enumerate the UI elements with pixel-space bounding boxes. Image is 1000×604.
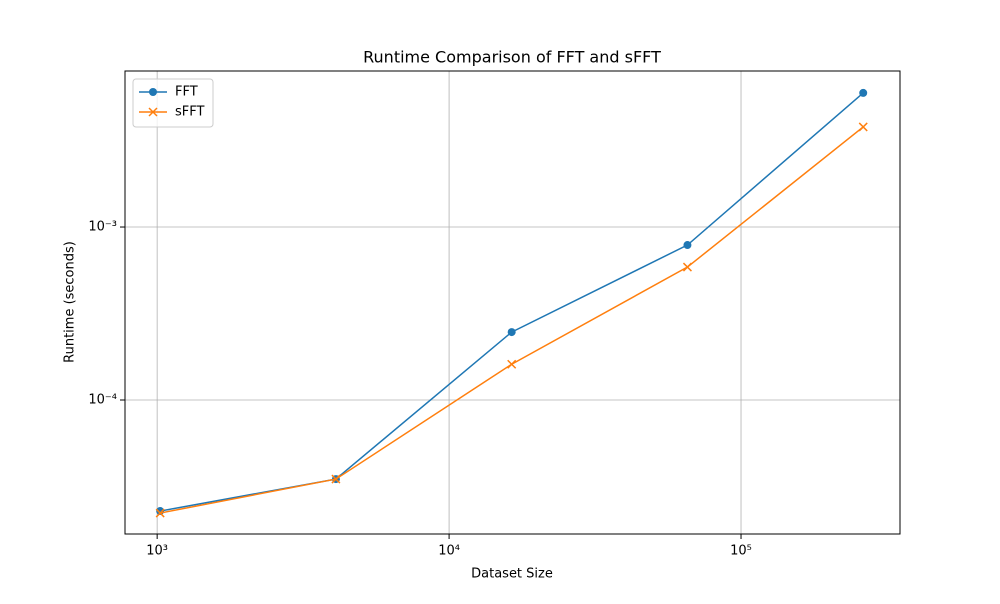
marker xyxy=(507,359,517,369)
chart-title: Runtime Comparison of FFT and sFFT xyxy=(363,48,661,67)
legend-box xyxy=(132,78,214,128)
legend-label: FFT xyxy=(175,85,198,100)
marker xyxy=(155,508,165,518)
y-tick-label: 10⁻⁴ xyxy=(88,392,117,407)
marker xyxy=(682,262,692,272)
marker xyxy=(859,88,868,97)
marker xyxy=(148,107,158,117)
y-tick-label: 10⁻³ xyxy=(88,220,117,235)
x-tick-label: 10⁵ xyxy=(730,544,752,559)
x-tick-label: 10³ xyxy=(146,544,168,559)
legend-label: sFFT xyxy=(175,105,204,120)
legend: FFT sFFT xyxy=(132,78,214,128)
y-axis-label: Runtime (seconds) xyxy=(63,241,78,363)
x-axis-label: Dataset Size xyxy=(471,567,553,582)
marker xyxy=(331,474,341,484)
marker xyxy=(683,241,692,250)
x-tick-label: 10⁴ xyxy=(438,544,460,559)
marker xyxy=(149,88,157,96)
marker xyxy=(858,122,868,132)
marker xyxy=(507,328,516,337)
plot-frame xyxy=(124,70,901,535)
